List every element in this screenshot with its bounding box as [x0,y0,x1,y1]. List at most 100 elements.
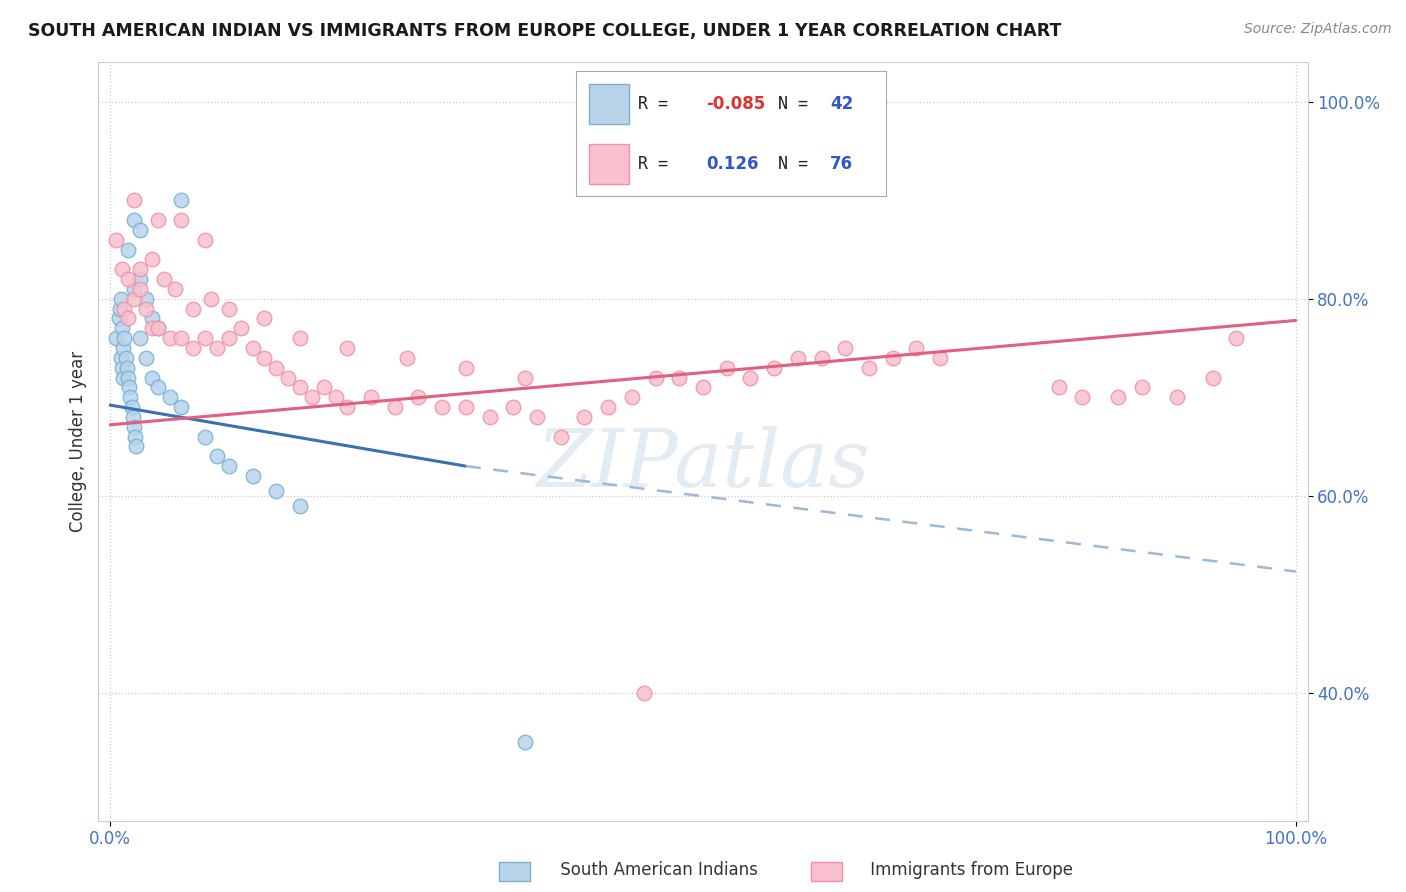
Point [218,301,240,316]
Point [288,331,311,345]
Point [117,311,139,326]
Point [117,272,139,286]
Point [395,351,418,365]
Point [181,341,204,355]
Point [763,360,786,375]
Text: N =: N = [778,95,807,112]
Point [834,341,856,355]
Point [111,262,134,277]
Point [112,370,135,384]
Point [515,370,537,384]
Point [115,360,138,375]
Text: 76: 76 [830,155,853,173]
Y-axis label: College, Under 1 year: College, Under 1 year [69,351,87,533]
Point [408,390,430,404]
Point [200,292,222,306]
Point [121,409,143,424]
Point [1202,370,1225,384]
Point [218,331,240,345]
Point [432,400,454,414]
Point [129,223,152,237]
Point [515,735,537,749]
Text: ZIPatlas: ZIPatlas [536,425,870,503]
Point [141,252,163,267]
Point [170,400,193,414]
Point [146,321,169,335]
Point [288,499,311,513]
Point [111,321,134,335]
Point [288,380,311,394]
Point [1071,390,1094,404]
Point [253,351,276,365]
Point [122,194,145,208]
Point [882,351,904,365]
Point [129,272,152,286]
Point [740,370,762,384]
Point [105,331,128,345]
Point [105,233,128,247]
Point [121,400,143,414]
Point [810,351,832,365]
Point [668,370,690,384]
Point [110,292,132,306]
Point [633,685,655,699]
Point [141,321,163,335]
Bar [589,144,628,184]
Point [141,370,163,384]
Point [152,272,174,286]
Text: R =: R = [638,155,668,173]
Point [114,331,136,345]
Point [181,301,204,316]
Text: -0.085: -0.085 [706,95,766,112]
Point [159,390,181,404]
Point [110,351,132,365]
Point [786,351,808,365]
Text: N =: N = [778,155,807,173]
Point [146,380,169,394]
Point [117,243,139,257]
Point [620,390,643,404]
Point [242,469,264,483]
Point [135,292,157,306]
Point [229,321,252,335]
Point [526,409,548,424]
Point [146,213,169,227]
Text: 0.126: 0.126 [706,155,759,173]
Point [1107,390,1129,404]
Point [125,440,148,454]
Point [205,341,228,355]
Point [218,459,240,474]
Point [360,390,382,404]
Point [253,311,276,326]
Point [454,360,477,375]
Point [550,429,572,443]
Point [716,360,738,375]
Point [122,213,145,227]
Bar [589,84,628,124]
Point [118,380,141,394]
Point [111,360,134,375]
Text: Source: ZipAtlas.com: Source: ZipAtlas.com [1244,22,1392,37]
Text: R =: R = [638,95,668,112]
Point [478,409,501,424]
Point [114,351,136,365]
Point [170,331,193,345]
Point [129,262,152,277]
Point [120,390,142,404]
Point [124,429,146,443]
Point [277,370,299,384]
Point [692,380,714,394]
Point [194,331,217,345]
Point [502,400,524,414]
Point [122,292,145,306]
Point [107,311,129,326]
Point [129,282,152,296]
Point [112,341,135,355]
Point [1225,331,1247,345]
Point [117,370,139,384]
Point [598,400,620,414]
Text: Immigrants from Europe: Immigrants from Europe [844,861,1073,879]
Point [165,282,187,296]
Point [336,341,359,355]
Point [929,351,952,365]
